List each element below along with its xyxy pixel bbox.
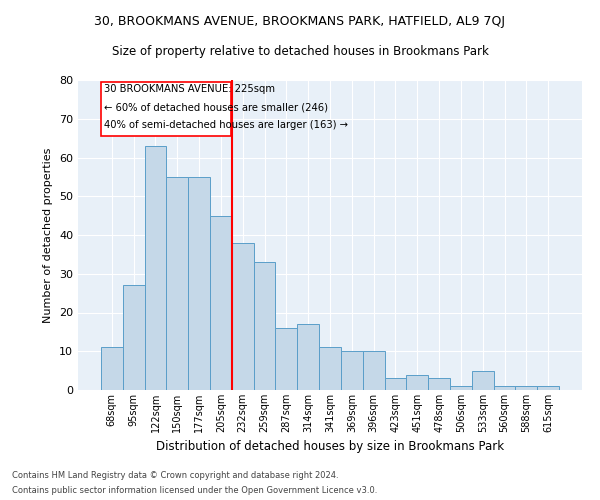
Bar xyxy=(341,351,363,390)
Bar xyxy=(385,378,406,390)
Bar xyxy=(232,243,254,390)
Bar xyxy=(428,378,450,390)
Text: 30 BROOKMANS AVENUE: 225sqm: 30 BROOKMANS AVENUE: 225sqm xyxy=(104,84,275,94)
Bar xyxy=(363,351,385,390)
Bar xyxy=(450,386,472,390)
Bar xyxy=(145,146,166,390)
X-axis label: Distribution of detached houses by size in Brookmans Park: Distribution of detached houses by size … xyxy=(156,440,504,454)
Bar xyxy=(123,286,145,390)
Bar xyxy=(254,262,275,390)
Bar xyxy=(210,216,232,390)
Bar xyxy=(472,370,494,390)
Bar xyxy=(406,374,428,390)
Text: 40% of semi-detached houses are larger (163) →: 40% of semi-detached houses are larger (… xyxy=(104,120,348,130)
Bar xyxy=(537,386,559,390)
Text: ← 60% of detached houses are smaller (246): ← 60% of detached houses are smaller (24… xyxy=(104,102,328,113)
Bar xyxy=(297,324,319,390)
Bar xyxy=(188,177,210,390)
Bar xyxy=(166,177,188,390)
Bar xyxy=(101,82,231,136)
Bar xyxy=(275,328,297,390)
Y-axis label: Number of detached properties: Number of detached properties xyxy=(43,148,53,322)
Bar xyxy=(101,348,123,390)
Bar xyxy=(319,348,341,390)
Bar xyxy=(494,386,515,390)
Text: Contains public sector information licensed under the Open Government Licence v3: Contains public sector information licen… xyxy=(12,486,377,495)
Text: Contains HM Land Registry data © Crown copyright and database right 2024.: Contains HM Land Registry data © Crown c… xyxy=(12,471,338,480)
Text: Size of property relative to detached houses in Brookmans Park: Size of property relative to detached ho… xyxy=(112,45,488,58)
Text: 30, BROOKMANS AVENUE, BROOKMANS PARK, HATFIELD, AL9 7QJ: 30, BROOKMANS AVENUE, BROOKMANS PARK, HA… xyxy=(95,15,505,28)
Bar xyxy=(515,386,537,390)
